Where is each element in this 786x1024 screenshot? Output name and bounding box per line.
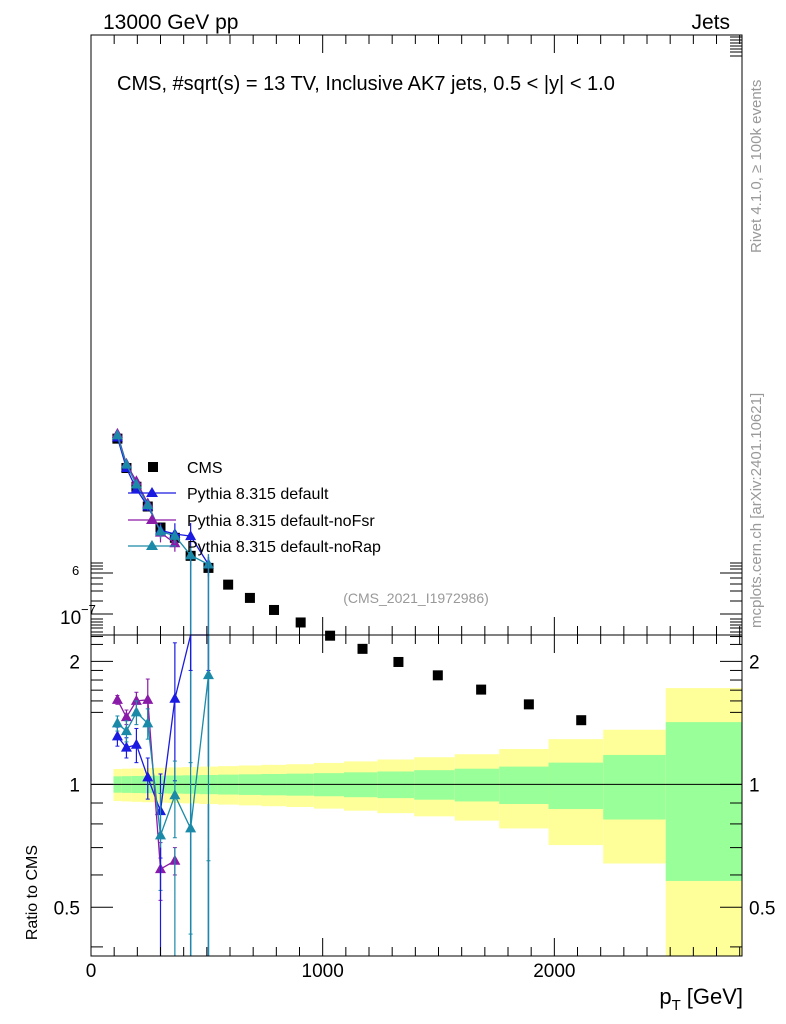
header-category-label: Jets	[691, 11, 730, 34]
analysis-tag: (CMS_2021_I1972986)	[343, 590, 489, 606]
ratio-point-0	[120, 741, 132, 752]
legend-label-default: Pythia 8.315 default	[187, 486, 329, 503]
ratio-uncertainty-bands	[113, 688, 742, 956]
series-point-3	[142, 499, 154, 510]
series-point-3	[111, 429, 123, 440]
series-point-3	[155, 525, 167, 536]
legend-marker-nofsr	[146, 514, 158, 524]
series-point-3	[120, 458, 132, 469]
cms-data-point	[244, 592, 255, 603]
ratio-axis-ticks	[90, 35, 742, 956]
header-beam-label: 13000 GeV pp	[103, 11, 238, 34]
cms-data-point	[476, 684, 487, 695]
x-axis-label: pT [GeV]	[659, 984, 743, 1014]
ratio-point-0	[130, 738, 142, 749]
series-point-3	[169, 529, 181, 540]
ratio-point-2	[130, 706, 142, 717]
series-point-3	[130, 478, 142, 489]
x-tick-label: 1000	[302, 961, 344, 982]
series-point-1	[185, 530, 197, 541]
ratio-y-tick-label-right: 0.5	[749, 898, 775, 919]
ratio-inner-band	[548, 762, 604, 810]
ratio-point-0	[111, 730, 123, 741]
cms-data-point	[576, 715, 587, 726]
ratio-point-1	[130, 694, 142, 705]
legend-label-norap: Pythia 8.315 default-noRap	[187, 539, 381, 556]
ratio-point-1	[142, 693, 154, 704]
legend: CMS Pythia 8.315 default Pythia 8.315 de…	[128, 460, 381, 556]
x-axis-label-unit: [GeV]	[687, 984, 743, 1009]
ratio-point-2	[202, 669, 214, 680]
ratio-point-2	[120, 725, 132, 736]
ratio-inner-band	[377, 771, 415, 799]
x-axis-label-sub: T	[672, 997, 681, 1014]
cms-data-point	[523, 699, 534, 710]
cms-data-point	[325, 630, 336, 641]
ratio-plot-frame	[90, 634, 743, 957]
main-y-ticks	[91, 36, 742, 633]
ratio-inner-band	[454, 768, 500, 802]
ratio-point-2	[155, 829, 167, 840]
legend-marker-norap	[146, 540, 158, 550]
cms-data-point	[393, 656, 404, 667]
legend-label-nofsr: Pythia 8.315 default-noFsr	[187, 513, 375, 530]
legend-marker-default	[146, 487, 158, 497]
cms-data-point	[432, 670, 443, 681]
mcplots-label: mcplots.cern.ch [arXiv:2401.10621]	[748, 393, 765, 628]
ratio-y-tick-label-left: 0.5	[54, 898, 80, 919]
series-point-3	[185, 549, 197, 560]
ratio-point-0	[142, 771, 154, 782]
ratio-point-1	[111, 693, 123, 704]
main-y-tick-label-10: 10	[60, 608, 81, 629]
ratio-point-2	[185, 822, 197, 833]
ratio-y-tick-label-right: 1	[749, 775, 760, 796]
ratio-inner-band	[665, 722, 742, 881]
legend-label-cms: CMS	[187, 460, 223, 477]
main-title: CMS, #sqrt(s) = 13 TV, Inclusive AK7 jet…	[117, 73, 615, 95]
rivet-version-label: Rivet 4.1.0, ≥ 100k events	[748, 80, 765, 253]
ratio-inner-band	[414, 770, 455, 800]
cms-data-point	[269, 604, 280, 615]
main-data-layer	[111, 427, 708, 956]
ratio-inner-band	[603, 754, 666, 820]
legend-marker-cms	[148, 462, 158, 472]
x-tick-label: 2000	[533, 961, 575, 982]
x-tick-label: 0	[86, 961, 97, 982]
ratio-tick-labels: 0.5 0.5 1 1 2 2 0 1000 2000	[54, 652, 776, 982]
main-plot-panel: CMS, #sqrt(s) = 13 TV, Inclusive AK7 jet…	[60, 34, 743, 956]
ratio-point-2	[169, 789, 181, 800]
cms-data-point	[223, 579, 234, 590]
ratio-y-axis-label: Ratio to CMS	[24, 845, 41, 940]
ratio-point-2	[142, 717, 154, 728]
ratio-point-1	[120, 711, 132, 722]
ratio-data-layer	[111, 634, 214, 956]
ratio-y-tick-label-left: 1	[69, 775, 80, 796]
series-line-2	[116, 433, 176, 544]
ratio-plot-panel: 0.5 0.5 1 1 2 2 0 1000 2000 Ratio to CMS pT [GeV]	[24, 35, 775, 1014]
cms-data-point	[357, 643, 368, 654]
ratio-inner-band	[499, 766, 549, 805]
ratio-point-2	[111, 717, 123, 728]
ratio-series-line-2	[116, 675, 210, 836]
ratio-point-0	[169, 692, 181, 703]
main-y-tick-label-exp: −7	[81, 602, 96, 617]
main-y-tick-label-6: 6	[72, 563, 79, 578]
cms-data-point	[295, 617, 306, 628]
ratio-y-tick-label-left: 2	[69, 652, 80, 673]
ratio-y-tick-label-right: 2	[749, 652, 760, 673]
x-axis-label-main: p	[659, 984, 671, 1009]
